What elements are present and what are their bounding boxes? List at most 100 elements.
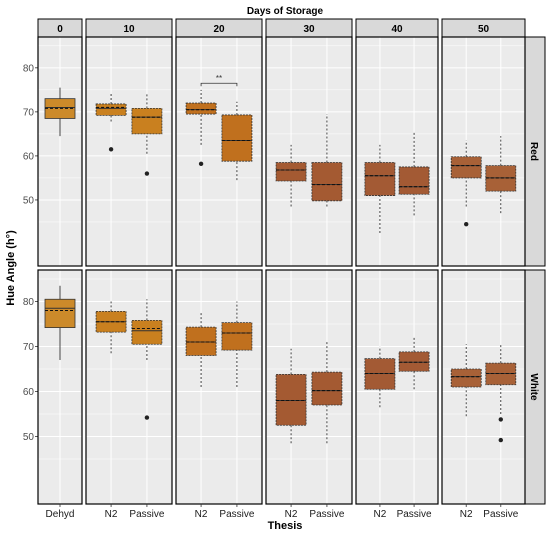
y-tick-label: 80	[23, 297, 35, 308]
panel-border	[265, 269, 353, 505]
panel-border	[85, 269, 173, 505]
x-tick-label: N2	[285, 509, 298, 520]
x-tick-label: Passive	[309, 509, 344, 520]
outlier-point	[144, 171, 150, 176]
box-red-10-passive	[131, 94, 163, 176]
box-red-50-passive	[485, 136, 517, 214]
box-red-30-n2	[275, 144, 307, 207]
box-red-30-passive	[311, 114, 343, 207]
facet-strip-label: 10	[123, 24, 135, 35]
facet-row-label: Red	[528, 142, 539, 161]
panel-border	[85, 36, 173, 267]
significance-label: **	[216, 74, 222, 83]
box-red-40-passive	[398, 131, 430, 216]
box-white-30-n2	[275, 348, 307, 444]
panel-red-40	[356, 37, 438, 266]
box-white-50-passive	[485, 344, 517, 443]
iqr-box	[95, 103, 127, 116]
panel-border	[37, 36, 83, 267]
y-tick-label: 80	[23, 63, 35, 74]
iqr-box	[364, 162, 396, 196]
x-tick-label: N2	[374, 509, 387, 520]
panel-red-10	[86, 37, 172, 266]
x-tick-label: N2	[105, 509, 118, 520]
facet-strip-label: 20	[213, 24, 225, 35]
facet-strip-label: 30	[303, 24, 315, 35]
panel-background	[86, 37, 172, 266]
iqr-box	[398, 351, 430, 372]
x-tick-label: Passive	[397, 509, 432, 520]
iqr-box	[450, 156, 482, 179]
x-tick-label: Passive	[219, 509, 254, 520]
box-white-10-passive	[131, 299, 163, 420]
y-tick-label: 50	[23, 432, 35, 443]
facet-row-label: White	[528, 373, 539, 401]
x-tick-label: N2	[460, 509, 473, 520]
panels: 0 10 20 30 40 50 Red White 50 60 70 80 50 60 70 80 Dehyd…	[23, 18, 546, 520]
outlier-point	[108, 147, 114, 152]
chart-title: Days of Storage	[247, 6, 324, 17]
iqr-box	[311, 162, 343, 202]
box-red-10-n2	[95, 92, 127, 152]
panel-background	[266, 37, 352, 266]
outlier-point	[464, 221, 469, 227]
iqr-box	[275, 373, 307, 426]
panel-red-50	[442, 37, 525, 266]
facet-strip-label: 0	[57, 24, 63, 35]
box-red-20-passive	[221, 101, 253, 181]
iqr-box	[398, 166, 430, 195]
panel-border	[175, 36, 263, 267]
panel-background	[356, 37, 438, 266]
box-white-40-n2	[364, 346, 396, 408]
panel-red-30	[266, 37, 352, 266]
panel-white-10	[86, 270, 172, 504]
iqr-box	[44, 298, 76, 329]
iqr-box	[450, 368, 482, 388]
y-tick-label: 70	[23, 107, 35, 118]
y-tick-label: 60	[23, 387, 35, 398]
panel-background	[442, 37, 525, 266]
panel-white-20	[176, 270, 262, 504]
box-white-20-passive	[221, 301, 253, 387]
box-white-50-n2	[450, 344, 482, 417]
iqr-box	[311, 371, 343, 406]
outlier-point	[498, 437, 503, 443]
significance-bracket	[200, 82, 238, 87]
panel-border	[175, 269, 263, 505]
panel-background	[176, 270, 262, 504]
box-red-0-dehyd	[44, 87, 76, 137]
panel-background	[86, 270, 172, 504]
box-red-20-n2	[185, 89, 217, 167]
panel-border	[265, 36, 353, 267]
panel-border	[355, 269, 439, 505]
y-tick-label: 70	[23, 342, 35, 353]
panel-border	[355, 36, 439, 267]
iqr-box	[185, 102, 217, 115]
box-white-30-passive	[311, 342, 343, 444]
outlier-point	[144, 415, 150, 420]
box-white-20-n2	[185, 312, 217, 387]
x-tick-label: Passive	[129, 509, 164, 520]
iqr-box	[275, 162, 307, 182]
box-white-0-dehyd	[44, 285, 76, 360]
y-tick-label: 50	[23, 195, 35, 206]
iqr-box	[131, 107, 163, 135]
x-tick-label: N2	[195, 509, 208, 520]
box-red-50-n2	[450, 140, 482, 227]
panel-border	[441, 36, 526, 267]
outlier-point	[198, 161, 204, 167]
y-axis-label: Hue Angle (h°)	[5, 230, 17, 306]
x-axis-label: Thesis	[268, 520, 303, 532]
y-tick-label: 60	[23, 151, 35, 162]
iqr-box	[131, 319, 163, 345]
box-white-10-n2	[95, 301, 127, 354]
iqr-box	[185, 326, 217, 356]
iqr-box	[221, 322, 253, 351]
x-tick-label: Passive	[483, 509, 518, 520]
panel-red-0	[38, 37, 82, 266]
box-white-40-passive	[398, 337, 430, 390]
iqr-box	[221, 114, 253, 162]
facet-strip-label: 50	[478, 24, 490, 35]
